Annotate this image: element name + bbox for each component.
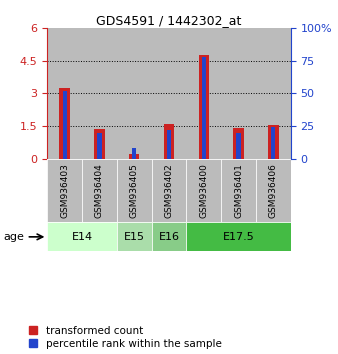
Bar <box>82 159 117 222</box>
Bar <box>256 28 291 159</box>
Bar <box>268 125 279 159</box>
Bar <box>97 133 101 159</box>
Bar <box>202 57 206 159</box>
Bar <box>117 222 152 251</box>
Bar <box>94 129 105 159</box>
Bar <box>63 91 67 159</box>
Text: GSM936400: GSM936400 <box>199 163 208 218</box>
Bar <box>221 159 256 222</box>
Bar <box>198 56 209 159</box>
Bar <box>164 124 174 159</box>
Bar <box>186 28 221 159</box>
Bar <box>152 159 186 222</box>
Text: age: age <box>3 232 24 242</box>
Bar <box>233 128 244 159</box>
Bar <box>82 28 117 159</box>
Bar <box>256 159 291 222</box>
Bar <box>152 222 186 251</box>
Bar <box>129 154 140 159</box>
Bar <box>117 159 152 222</box>
Text: E15: E15 <box>124 232 145 242</box>
Text: GSM936403: GSM936403 <box>60 163 69 218</box>
Bar <box>186 159 221 222</box>
Bar <box>117 28 152 159</box>
Bar <box>47 28 82 159</box>
Bar <box>47 159 82 222</box>
Bar <box>221 28 256 159</box>
Bar <box>167 130 171 159</box>
Bar <box>271 127 275 159</box>
Text: GSM936404: GSM936404 <box>95 163 104 218</box>
Text: E16: E16 <box>159 232 179 242</box>
Bar <box>47 222 117 251</box>
Legend: transformed count, percentile rank within the sample: transformed count, percentile rank withi… <box>29 326 221 349</box>
Text: E14: E14 <box>72 232 93 242</box>
Text: GSM936402: GSM936402 <box>165 163 173 218</box>
Text: GSM936405: GSM936405 <box>130 163 139 218</box>
Bar <box>132 148 136 159</box>
Bar <box>59 88 70 159</box>
Text: GSM936406: GSM936406 <box>269 163 278 218</box>
Bar <box>152 28 186 159</box>
Title: GDS4591 / 1442302_at: GDS4591 / 1442302_at <box>96 14 242 27</box>
Text: GSM936401: GSM936401 <box>234 163 243 218</box>
Bar <box>237 133 241 159</box>
Text: E17.5: E17.5 <box>223 232 255 242</box>
Bar <box>186 222 291 251</box>
